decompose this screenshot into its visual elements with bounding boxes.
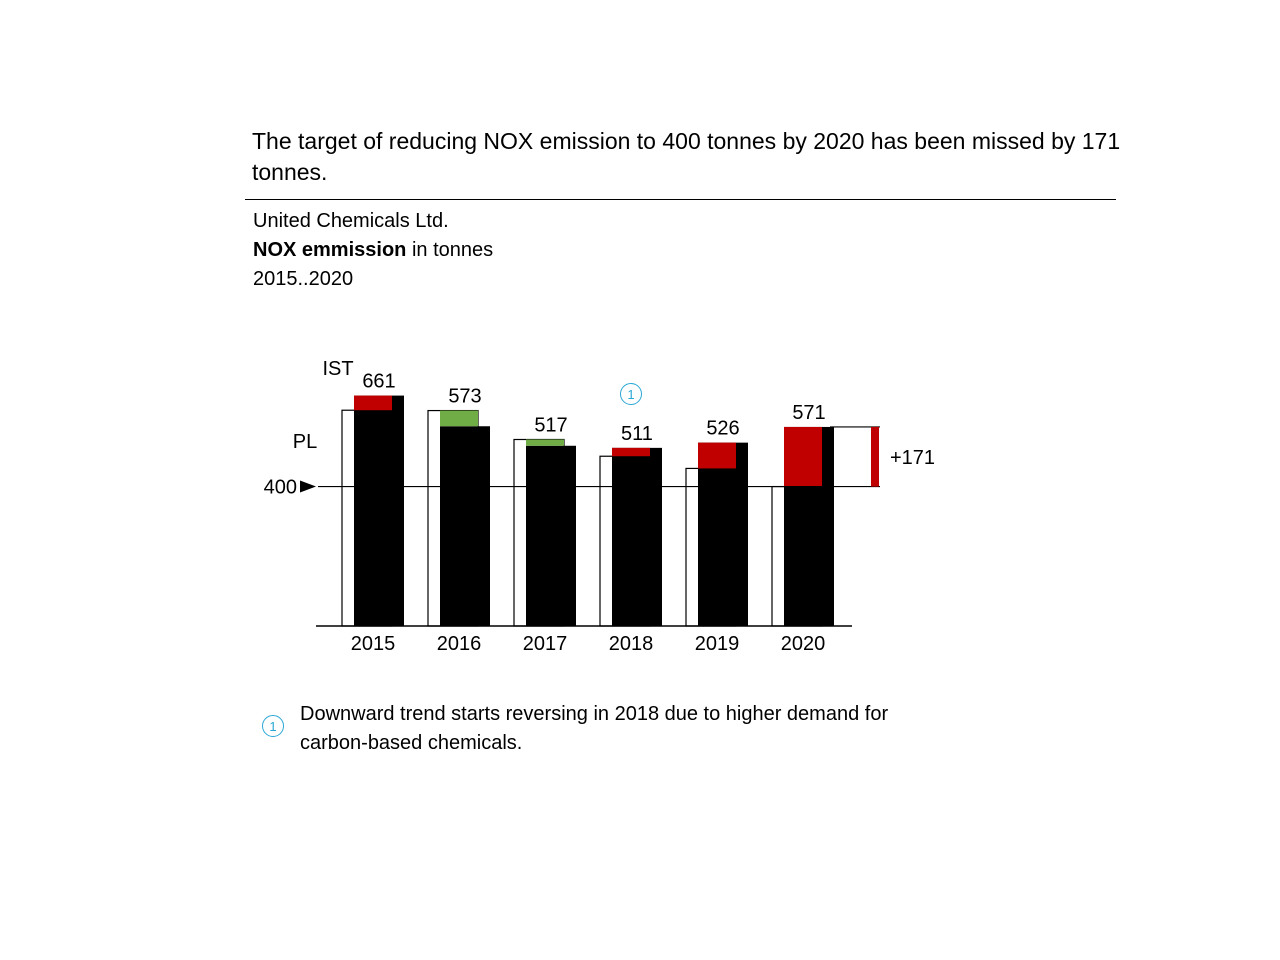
category-label-2017: 2017: [523, 633, 568, 655]
deviation-label: +171: [890, 447, 935, 469]
company-name: United Chemicals Ltd.: [253, 210, 449, 232]
deviation-bar: [871, 426, 879, 487]
chart-meta: United Chemicals Ltd. NOX emmission in t…: [253, 207, 493, 294]
variance-bar-2019: [698, 442, 736, 469]
headline: The target of reducing NOX emission to 4…: [252, 128, 1121, 185]
category-label-2020: 2020: [781, 633, 826, 655]
value-label-2015: 661: [362, 371, 395, 393]
target-arrow: [300, 480, 316, 493]
footnote-text: Downward trend starts reversing in 2018 …: [300, 703, 889, 754]
period: 2015..2020: [253, 268, 354, 290]
actual-bar-2016: [440, 426, 490, 626]
category-label-2016: 2016: [437, 633, 482, 655]
value-label-2019: 526: [706, 418, 739, 440]
chart-marker-circle: [620, 383, 642, 405]
variance-bar-2018: [612, 447, 650, 457]
variance-bar-2015: [354, 395, 392, 411]
chart-marker-label: 1: [627, 387, 634, 402]
category-label-2018: 2018: [609, 633, 654, 655]
target-label: 400: [264, 477, 297, 499]
value-label-2018: 511: [621, 423, 653, 445]
measure-name: NOX emmission: [253, 239, 407, 261]
footnote-marker: 1: [262, 715, 284, 737]
title-divider: [245, 199, 1116, 200]
measure-unit: in tonnes: [406, 239, 494, 261]
actual-bar-2018: [612, 447, 662, 626]
category-label-2019: 2019: [695, 633, 740, 655]
variance-bar-2017: [526, 439, 564, 446]
measure-line: NOX emmission in tonnes: [253, 236, 493, 265]
category-label-2015: 2015: [351, 633, 396, 655]
variance-bar-2016: [440, 410, 478, 427]
actual-bar-2015: [354, 395, 404, 626]
value-label-2016: 573: [448, 386, 481, 408]
actual-bar-2019: [698, 442, 748, 626]
legend-actual-label: IST: [322, 358, 353, 380]
value-label-2020: 571: [792, 402, 825, 424]
variance-bar-2020: [784, 426, 822, 487]
legend-plan-label: PL: [293, 431, 317, 453]
value-label-2017: 517: [534, 414, 567, 436]
actual-bar-2017: [526, 445, 576, 626]
